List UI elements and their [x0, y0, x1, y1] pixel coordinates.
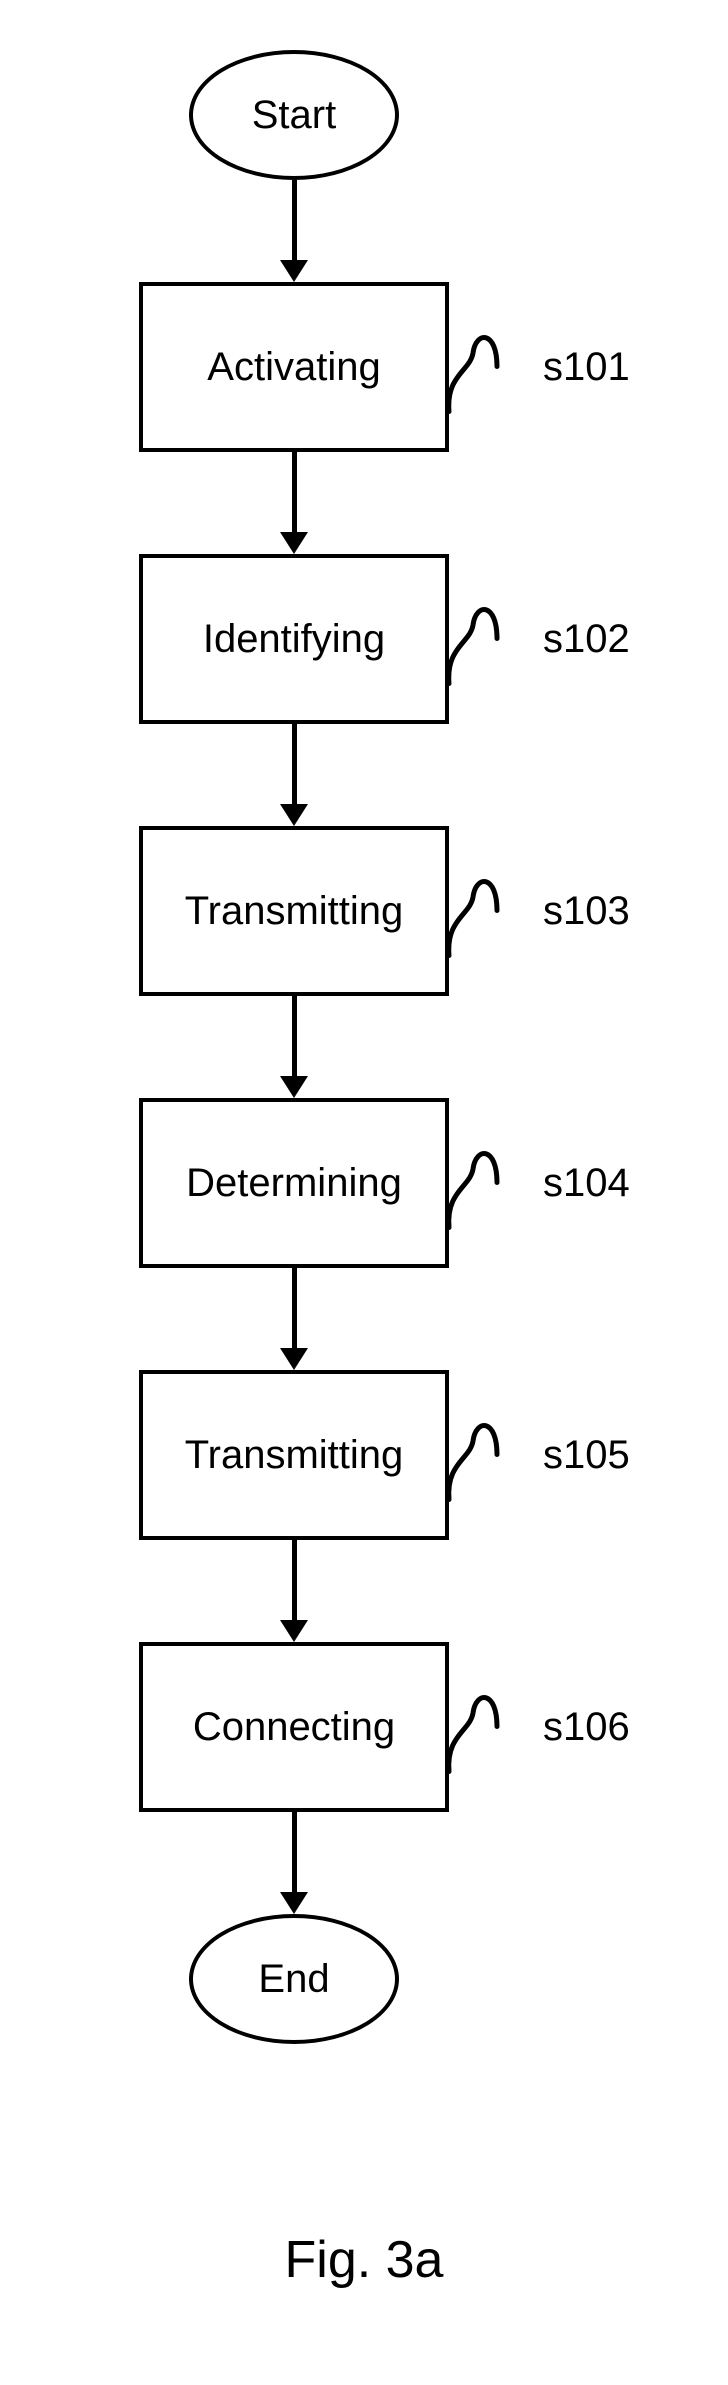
s104-label: Determining	[186, 1161, 402, 1206]
s102-label: Identifying	[203, 617, 385, 662]
flowchart-column: StartActivatings101Identifyings102Transm…	[0, 50, 728, 2044]
squiggle-icon	[443, 326, 503, 416]
s101-process: Activatings101	[139, 282, 449, 452]
s103-process: Transmittings103	[139, 826, 449, 996]
end-terminator: End	[189, 1914, 399, 2044]
flow-arrow	[280, 180, 308, 282]
flow-node-end: End	[189, 1914, 399, 2044]
s105-label: Transmitting	[185, 1433, 404, 1478]
s102-process: Identifyings102	[139, 554, 449, 724]
start-label: Start	[252, 93, 336, 138]
squiggle-icon	[443, 1414, 503, 1504]
squiggle-icon	[443, 870, 503, 960]
squiggle-icon	[443, 1142, 503, 1232]
flowchart-canvas: StartActivatings101Identifyings102Transm…	[0, 0, 728, 2385]
flow-node-s106: Connectings106	[139, 1642, 449, 1812]
flow-arrow	[280, 724, 308, 826]
s101-step-label: s101	[543, 345, 630, 390]
flow-node-s102: Identifyings102	[139, 554, 449, 724]
flow-node-s103: Transmittings103	[139, 826, 449, 996]
s106-process: Connectings106	[139, 1642, 449, 1812]
s103-step-label: s103	[543, 889, 630, 934]
flow-arrow	[280, 1812, 308, 1914]
flow-node-s101: Activatings101	[139, 282, 449, 452]
s101-label: Activating	[207, 345, 380, 390]
start-terminator: Start	[189, 50, 399, 180]
s106-label: Connecting	[193, 1705, 395, 1750]
squiggle-icon	[443, 598, 503, 688]
s106-step-label: s106	[543, 1705, 630, 1750]
squiggle-icon	[443, 1686, 503, 1776]
s105-step-label: s105	[543, 1433, 630, 1478]
s104-step-label: s104	[543, 1161, 630, 1206]
s102-step-label: s102	[543, 617, 630, 662]
figure-caption: Fig. 3a	[0, 2230, 728, 2290]
flow-node-s104: Determinings104	[139, 1098, 449, 1268]
end-label: End	[258, 1957, 329, 2002]
s103-label: Transmitting	[185, 889, 404, 934]
flow-node-s105: Transmittings105	[139, 1370, 449, 1540]
flow-arrow	[280, 1540, 308, 1642]
s105-process: Transmittings105	[139, 1370, 449, 1540]
flow-arrow	[280, 996, 308, 1098]
s104-process: Determinings104	[139, 1098, 449, 1268]
flow-arrow	[280, 452, 308, 554]
flow-node-start: Start	[189, 50, 399, 180]
flow-arrow	[280, 1268, 308, 1370]
